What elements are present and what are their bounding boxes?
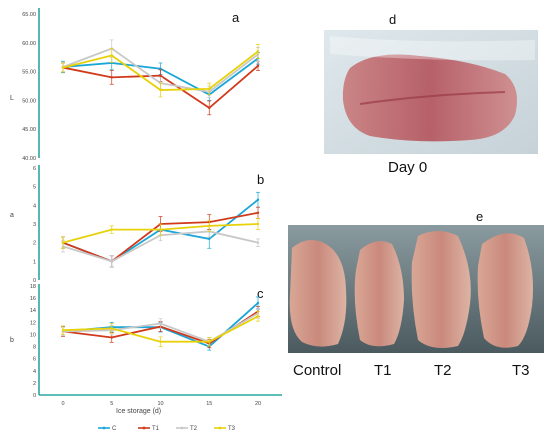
panel-c-ylabel: b bbox=[10, 337, 14, 344]
legend-marker-t1 bbox=[142, 426, 146, 430]
data-point-t3 bbox=[159, 88, 162, 92]
panel-a-ytick: 45.00 bbox=[22, 127, 36, 133]
data-point-t3 bbox=[208, 224, 211, 228]
data-point-c bbox=[256, 198, 260, 201]
panel-c-letter: c bbox=[257, 286, 264, 301]
panel-b-ytick: 6 bbox=[33, 166, 36, 172]
photo-e-label-control: Control bbox=[293, 362, 342, 379]
panel-a-ytick: 60.00 bbox=[22, 41, 36, 47]
data-point-t2 bbox=[110, 260, 113, 263]
data-point-t3 bbox=[256, 315, 260, 318]
legend-label-t2: T2 bbox=[190, 426, 198, 432]
data-point-t3 bbox=[159, 228, 162, 231]
panel-c-xtick: 10 bbox=[157, 401, 163, 407]
panel-c-xtick: 15 bbox=[206, 401, 212, 407]
photo-e: e bbox=[288, 209, 544, 353]
panel-a-ytick: 40.00 bbox=[22, 156, 36, 162]
data-point-t3 bbox=[159, 340, 162, 343]
panel-a-ytick: 50.00 bbox=[22, 98, 36, 104]
panel-c-ytick: 12 bbox=[30, 320, 36, 326]
photo-d-fillet-line bbox=[359, 91, 506, 105]
panel-b-ytick: 2 bbox=[33, 241, 36, 247]
panel-c-ytick: 6 bbox=[33, 357, 36, 363]
legend-label-t3: T3 bbox=[228, 426, 236, 432]
panel-c: 0 2 4 6 8 10 12 14 16 18 0 5 10 15 20 b Ice storage (… bbox=[10, 284, 282, 415]
panel-c-ytick: 8 bbox=[33, 345, 36, 351]
panel-c-xtick: 20 bbox=[255, 401, 261, 407]
legend-marker-t3 bbox=[218, 426, 222, 430]
panel-b-ytick: 5 bbox=[33, 185, 36, 191]
data-point-t3 bbox=[61, 329, 65, 332]
data-point-c bbox=[159, 67, 162, 70]
data-point-t1 bbox=[159, 74, 162, 77]
panel-c-ytick: 4 bbox=[33, 369, 36, 375]
data-point-t3 bbox=[110, 54, 113, 57]
panel-a-ytick: 65.00 bbox=[22, 12, 36, 18]
data-point-t2 bbox=[159, 322, 162, 325]
panel-a-ytick: 55.00 bbox=[22, 70, 36, 76]
panel-c-ytick: 2 bbox=[33, 381, 36, 387]
data-point-t1 bbox=[110, 336, 113, 339]
data-point-c bbox=[208, 237, 211, 241]
panel-c-xtick: 5 bbox=[110, 401, 113, 407]
data-point-t3 bbox=[256, 222, 260, 226]
panel-c-ytick: 18 bbox=[30, 284, 36, 290]
panel-c-ytick: 14 bbox=[30, 308, 36, 314]
photo-e-fillet-t3 bbox=[477, 233, 533, 348]
photo-e-fillet-t1 bbox=[354, 241, 404, 347]
data-point-t2 bbox=[256, 241, 260, 244]
panel-b-letter: b bbox=[257, 172, 264, 187]
panel-c-xtick: 0 bbox=[61, 401, 64, 407]
photo-e-label-t1: T1 bbox=[374, 362, 392, 379]
panel-a-letter: a bbox=[232, 10, 240, 25]
photo-d-caption: Day 0 bbox=[388, 159, 428, 176]
photo-d: d bbox=[324, 12, 538, 154]
panel-c-xlabel: Ice storage (d) bbox=[116, 408, 161, 415]
panel-b-ytick: 0 bbox=[33, 278, 36, 284]
photo-e-fillet-t2 bbox=[411, 231, 471, 348]
data-point-t1 bbox=[208, 106, 211, 110]
data-point-c bbox=[256, 301, 260, 305]
photo-e-letter: e bbox=[476, 209, 483, 224]
legend-marker-c bbox=[102, 426, 106, 430]
panel-b-ytick: 3 bbox=[33, 222, 36, 228]
panel-c-ytick: 16 bbox=[30, 296, 36, 302]
panel-b-ylabel: a bbox=[10, 212, 14, 219]
legend-label-t1: T1 bbox=[152, 426, 160, 432]
panel-b: 0 1 2 3 4 5 6 a b bbox=[10, 165, 264, 284]
data-point-t3 bbox=[208, 87, 211, 91]
photo-e-fillet-control bbox=[289, 240, 347, 347]
data-point-t1 bbox=[256, 211, 260, 214]
photo-d-letter: d bbox=[389, 12, 396, 27]
legend-marker-t2 bbox=[180, 426, 184, 430]
legend-label-c: C bbox=[112, 426, 117, 432]
data-point-t3 bbox=[208, 340, 211, 343]
panel-a: 40.00 45.00 50.00 55.00 60.00 65.00 L a bbox=[10, 8, 260, 162]
panel-c-ytick: 0 bbox=[33, 393, 36, 399]
data-point-t3 bbox=[61, 241, 65, 244]
data-point-t3 bbox=[110, 327, 113, 330]
photo-e-label-t3: T3 bbox=[512, 362, 530, 379]
legend: C T1 T2 T3 bbox=[98, 426, 236, 432]
data-point-t1 bbox=[256, 64, 260, 68]
data-point-t3 bbox=[110, 228, 113, 231]
photo-d-fillet bbox=[342, 54, 518, 142]
data-point-t3 bbox=[61, 66, 65, 69]
panel-a-ylabel: L bbox=[10, 95, 14, 102]
panel-b-ytick: 4 bbox=[33, 203, 36, 209]
photo-d-glare bbox=[330, 36, 535, 61]
data-point-t1 bbox=[110, 76, 113, 79]
photo-e-label-t2: T2 bbox=[434, 362, 452, 379]
data-point-t3 bbox=[256, 50, 260, 53]
panel-c-ytick: 10 bbox=[30, 332, 36, 338]
panel-b-ytick: 1 bbox=[33, 259, 36, 265]
